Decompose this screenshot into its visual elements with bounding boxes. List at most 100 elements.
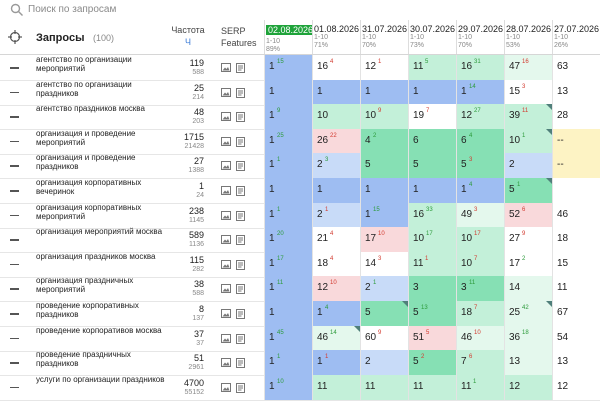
position-cell[interactable]: 12 10: [312, 276, 360, 302]
position-cell[interactable]: 18 7: [456, 301, 504, 326]
image-serp-icon[interactable]: [221, 112, 231, 122]
table-row[interactable]: организация корпоративных вечеринок 1 24 1 1…: [0, 178, 600, 204]
position-cell[interactable]: 1 25: [264, 128, 312, 154]
document-serp-icon[interactable]: [236, 309, 245, 319]
position-cell[interactable]: 1 14: [456, 79, 504, 105]
position-cell[interactable]: 46 10: [456, 325, 504, 351]
date-column-header[interactable]: 28.07.2026 1-10 53%: [504, 20, 552, 54]
position-cell[interactable]: 12: [552, 374, 600, 400]
position-cell[interactable]: 12: [504, 374, 552, 400]
position-cell[interactable]: 10 1: [504, 128, 552, 154]
row-select-toggle[interactable]: [10, 214, 19, 217]
position-cell[interactable]: 15 3: [504, 79, 552, 105]
row-select-toggle[interactable]: [10, 313, 19, 315]
position-cell[interactable]: [552, 178, 600, 203]
row-select-toggle[interactable]: [10, 337, 19, 340]
position-cell[interactable]: 25 42: [504, 301, 552, 326]
frequency-header[interactable]: Частота Ч: [166, 24, 210, 48]
image-serp-icon[interactable]: [221, 333, 231, 343]
position-cell[interactable]: 28: [552, 104, 600, 130]
document-serp-icon[interactable]: [236, 186, 245, 196]
position-cell[interactable]: 10 7: [456, 251, 504, 277]
position-cell[interactable]: --: [552, 153, 600, 179]
position-cell[interactable]: 5: [360, 153, 408, 179]
row-select-toggle[interactable]: [10, 67, 19, 69]
row-select-toggle[interactable]: [10, 239, 19, 241]
position-cell[interactable]: --: [552, 128, 600, 154]
row-select-toggle[interactable]: [10, 91, 19, 94]
position-cell[interactable]: 3: [408, 276, 456, 302]
row-select-toggle[interactable]: [10, 140, 19, 143]
document-serp-icon[interactable]: [236, 382, 245, 393]
image-serp-icon[interactable]: [221, 382, 231, 392]
row-select-toggle[interactable]: [10, 263, 19, 266]
image-serp-icon[interactable]: [221, 161, 231, 171]
position-cell[interactable]: 11: [360, 374, 408, 400]
document-serp-icon[interactable]: [236, 112, 245, 123]
position-cell[interactable]: 46: [552, 202, 600, 228]
position-cell[interactable]: 18: [552, 227, 600, 253]
image-serp-icon[interactable]: [221, 63, 231, 72]
position-cell[interactable]: 47 16: [504, 55, 552, 80]
document-serp-icon[interactable]: [236, 235, 245, 246]
row-select-toggle[interactable]: [10, 190, 19, 192]
position-cell[interactable]: 21 4: [312, 227, 360, 253]
position-cell[interactable]: 54: [552, 325, 600, 351]
position-cell[interactable]: 13: [552, 350, 600, 376]
image-serp-icon[interactable]: [221, 87, 231, 97]
position-cell[interactable]: 11: [312, 374, 360, 400]
table-row[interactable]: услуги по организации праздников 4700 5515…: [0, 374, 600, 401]
row-select-toggle[interactable]: [10, 362, 19, 364]
position-cell[interactable]: 26 22: [312, 128, 360, 154]
position-cell[interactable]: 67: [552, 301, 600, 326]
position-cell[interactable]: 36 18: [504, 325, 552, 351]
position-cell[interactable]: 16 4: [312, 55, 360, 80]
row-select-toggle[interactable]: [10, 288, 19, 290]
table-row[interactable]: организация корпоративных мероприятий 238…: [0, 202, 600, 229]
position-cell[interactable]: 1: [264, 178, 312, 203]
position-cell[interactable]: 5: [360, 301, 408, 326]
table-row[interactable]: организация праздников москва 115 282 1 17 18…: [0, 251, 600, 278]
position-cell[interactable]: 10: [312, 104, 360, 130]
position-cell[interactable]: 63: [552, 55, 600, 80]
position-cell[interactable]: 12 1: [360, 55, 408, 80]
position-cell[interactable]: 1 17: [264, 251, 312, 277]
position-cell[interactable]: 11: [552, 276, 600, 302]
document-serp-icon[interactable]: [236, 161, 245, 172]
position-cell[interactable]: 1: [408, 178, 456, 203]
position-cell[interactable]: 1: [360, 79, 408, 105]
row-select-toggle[interactable]: [10, 386, 19, 389]
position-cell[interactable]: 19 7: [408, 104, 456, 130]
position-cell[interactable]: 13: [504, 350, 552, 376]
row-select-toggle[interactable]: [10, 165, 19, 167]
document-serp-icon[interactable]: [236, 87, 245, 98]
document-serp-icon[interactable]: [236, 284, 245, 295]
position-cell[interactable]: 10 17: [408, 227, 456, 253]
position-cell[interactable]: 14: [504, 276, 552, 302]
date-column-header[interactable]: 29.07.2026 1-10 70%: [456, 20, 504, 54]
frequency-type[interactable]: Ч: [185, 37, 191, 47]
position-cell[interactable]: 12 27: [456, 104, 504, 130]
position-cell[interactable]: 6: [408, 128, 456, 154]
position-cell[interactable]: 1: [408, 79, 456, 105]
position-cell[interactable]: 39 11: [504, 104, 552, 130]
position-cell[interactable]: 46 14: [312, 325, 360, 351]
table-row[interactable]: организация праздничных мероприятий 38 588…: [0, 276, 600, 303]
position-cell[interactable]: 1: [312, 178, 360, 203]
position-cell[interactable]: 1: [264, 301, 312, 326]
document-serp-icon[interactable]: [236, 136, 245, 147]
